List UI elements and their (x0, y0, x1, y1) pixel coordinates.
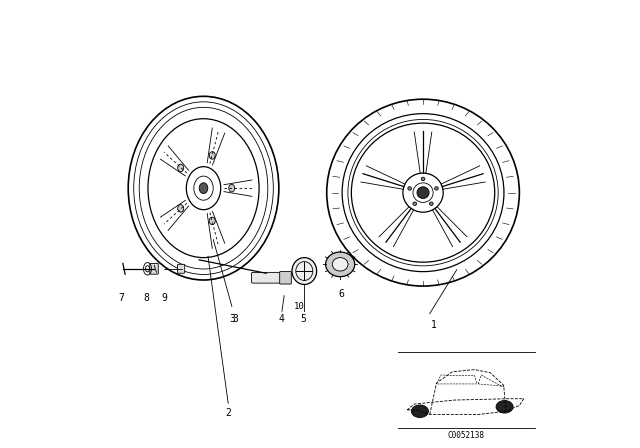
Text: 7: 7 (118, 293, 124, 303)
Text: 10: 10 (294, 302, 304, 311)
Ellipse shape (178, 205, 184, 212)
Text: 6: 6 (339, 289, 344, 299)
Text: 9: 9 (161, 293, 167, 303)
FancyBboxPatch shape (252, 272, 284, 283)
Text: 4: 4 (279, 314, 285, 323)
Ellipse shape (412, 405, 428, 418)
FancyBboxPatch shape (150, 263, 158, 274)
Text: 2: 2 (225, 408, 231, 418)
Ellipse shape (326, 252, 355, 277)
Ellipse shape (178, 164, 184, 172)
FancyBboxPatch shape (280, 271, 291, 284)
Ellipse shape (228, 185, 235, 192)
Text: 8: 8 (144, 293, 150, 303)
Ellipse shape (435, 187, 438, 190)
Ellipse shape (429, 202, 433, 206)
Ellipse shape (496, 401, 513, 413)
Text: 1: 1 (431, 320, 437, 330)
Ellipse shape (209, 217, 215, 224)
FancyBboxPatch shape (177, 264, 185, 273)
Text: 5: 5 (301, 314, 307, 323)
Ellipse shape (421, 177, 425, 181)
Ellipse shape (332, 258, 348, 271)
Text: C0052138: C0052138 (447, 431, 484, 440)
Ellipse shape (292, 258, 317, 284)
Ellipse shape (408, 187, 412, 190)
Ellipse shape (209, 152, 215, 159)
Text: 3: 3 (230, 314, 236, 323)
Ellipse shape (199, 183, 208, 194)
Text: 3: 3 (232, 314, 238, 323)
Ellipse shape (413, 202, 417, 206)
Ellipse shape (417, 187, 429, 198)
